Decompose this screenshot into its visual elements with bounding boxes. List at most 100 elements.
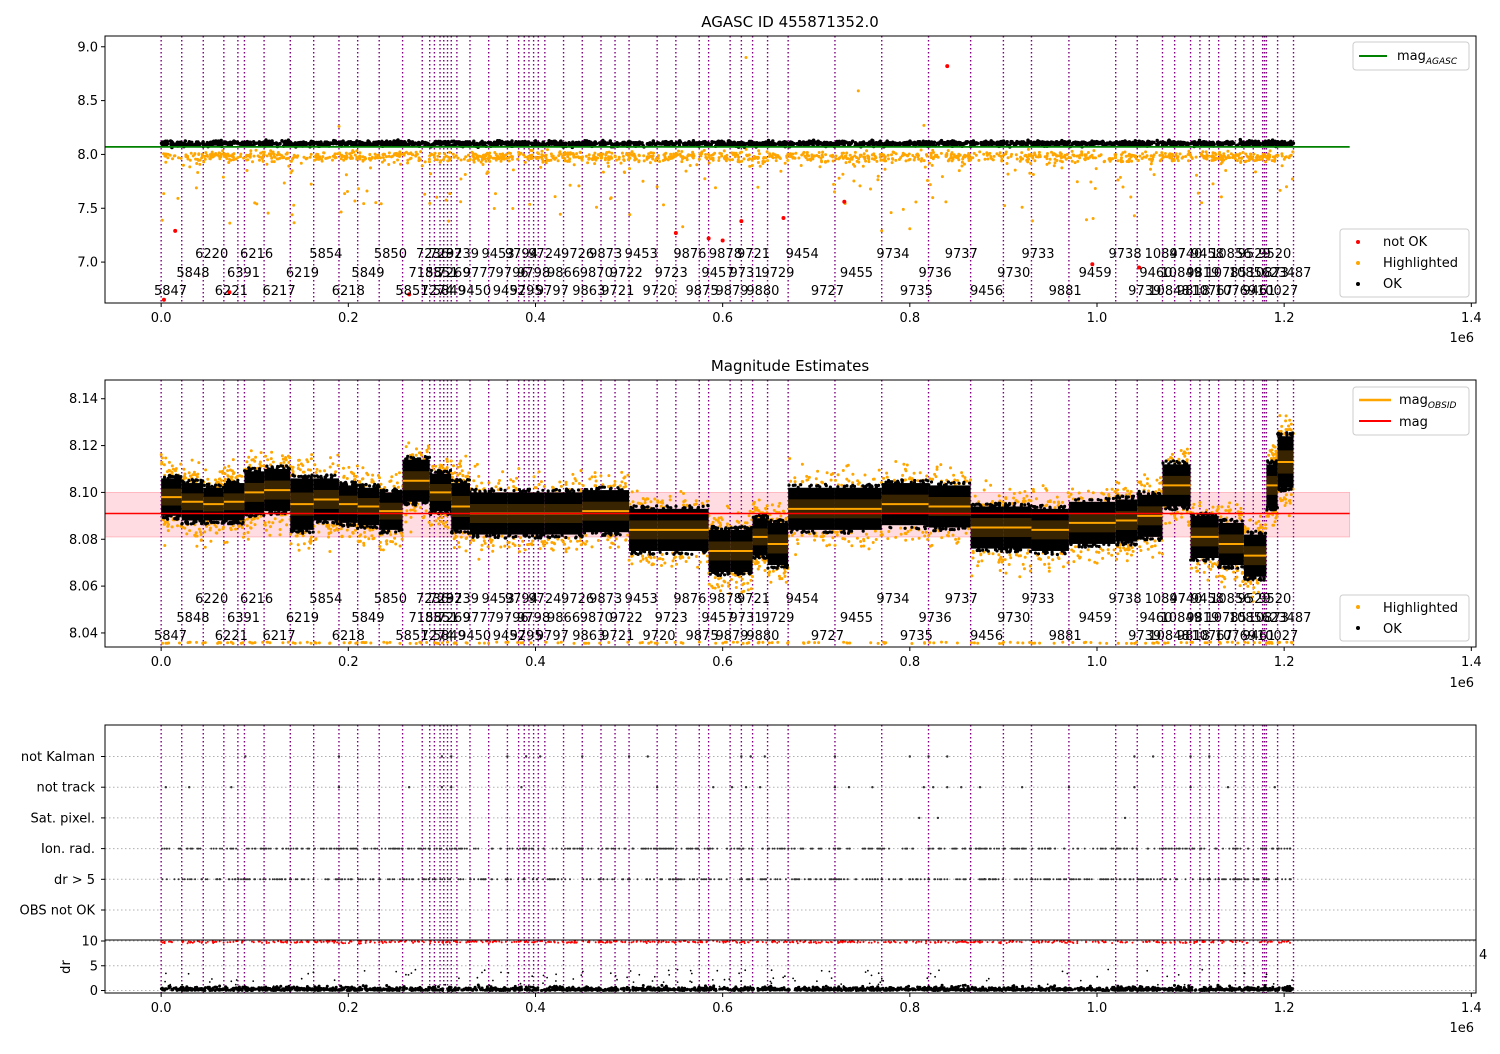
panel-agasc: AGASC ID 455871352.0 5847 5848 6220 6221 639… <box>77 13 1481 346</box>
y-tick-label: 8.10 <box>69 486 98 501</box>
obsid-label: 9798 <box>517 266 550 281</box>
flag-label: not Kalman <box>21 750 95 765</box>
obsid-label: 9878 <box>709 247 742 262</box>
obsid-label: 9797 <box>536 629 569 644</box>
obsid-label: 5851 <box>395 629 428 644</box>
flag-point <box>833 786 837 789</box>
not-ok-point <box>842 199 847 204</box>
flag-point <box>164 786 168 789</box>
obsid-label: 9722 <box>610 611 643 626</box>
flag-point <box>946 786 949 789</box>
panel-mid-x-axis: 0.0 0.2 0.4 0.6 0.8 1.0 1.2 1.4 <box>151 647 1482 670</box>
obsid-label: 6221 <box>215 284 248 299</box>
obsid-label: 6391 <box>227 611 260 626</box>
obsid-label: 9796 <box>496 266 529 281</box>
obsid-label: 9453 <box>625 247 658 262</box>
obsid-label: 23487 <box>1270 266 1311 281</box>
obsid-label: 9875 <box>686 629 719 644</box>
obsid-label: 9456 <box>970 629 1003 644</box>
obs-boundaries-top <box>160 36 1295 303</box>
obsid-label: 7237 <box>429 247 462 262</box>
flag-point <box>1020 786 1024 789</box>
y-tick-label: 9.0 <box>77 40 98 55</box>
obsid-label: 9880 <box>746 629 779 644</box>
y-tick-label: 8.12 <box>69 439 98 454</box>
obsid-label: 10848 <box>1148 284 1189 299</box>
flag-point <box>960 786 963 789</box>
obsid-label: 9794 <box>505 247 538 262</box>
not-ok-point <box>227 290 232 295</box>
obsid-label: 10873 <box>1248 266 1289 281</box>
panel-mid-x-exponent: 1e6 <box>1449 676 1474 691</box>
obsid-label: 5848 <box>176 611 209 626</box>
flag-point <box>646 755 649 758</box>
obsid-label: 9458 <box>1191 247 1224 262</box>
x-tick-label: 1.4 <box>1461 655 1482 670</box>
obsid-label: 10769 <box>1215 284 1256 299</box>
obsid-label: 9875 <box>686 284 719 299</box>
obsid-label: 9739 <box>1128 284 1161 299</box>
obsid-label: 10873 <box>1248 611 1289 626</box>
obsid-label: 9876 <box>673 592 706 607</box>
legend-mid-ok-swatch <box>1356 626 1360 630</box>
y-tick-label: 8.08 <box>69 533 98 548</box>
y-tick-label: 8.0 <box>77 148 98 163</box>
flag-point <box>407 786 411 789</box>
obsid-label: 6219 <box>286 611 319 626</box>
panel-mid-title: Magnitude Estimates <box>711 357 869 375</box>
obsid-label: 9455 <box>840 266 873 281</box>
obsid-label: 9459 <box>1079 266 1112 281</box>
panel-magnitude-estimates: Magnitude Estimates 5847 5848 6220 6221 6391… <box>69 357 1482 691</box>
obsid-label: 6217 <box>263 629 296 644</box>
obsid-label: 9720 <box>642 629 675 644</box>
obsid-label: 10849 <box>1161 266 1202 281</box>
obsid-label: 9457 <box>701 266 734 281</box>
obsid-label: 9721 <box>601 284 634 299</box>
flag-label: dr > 5 <box>54 873 95 888</box>
flag-point <box>230 786 233 789</box>
obsid-label: 9731 <box>730 611 763 626</box>
y-tick-label: 5 <box>90 959 98 974</box>
obsid-label: 10849 <box>1161 611 1202 626</box>
obsid-label: 9797 <box>536 284 569 299</box>
y-tick-label: 7.0 <box>77 256 98 271</box>
flag-point <box>1273 786 1276 789</box>
obsid-label: 7237 <box>429 592 462 607</box>
obsid-label: 5849 <box>351 611 384 626</box>
not-ok-point <box>739 219 744 224</box>
obsid-label: 9723 <box>655 611 688 626</box>
obsid-label: 5849 <box>433 284 466 299</box>
x-tick-label: 0.2 <box>338 311 359 326</box>
obsid-label: 5851 <box>395 284 428 299</box>
obs-labels-top: 5847 5848 6220 6221 6391 6216 6217 6219 5854 6218… <box>154 247 1311 299</box>
x-tick-label: 0.0 <box>151 311 172 326</box>
panel-dr-x-axis: 0.0 0.2 0.4 0.6 0.8 1.0 1.2 1.4 <box>151 993 1482 1016</box>
obsid-label: 9777 <box>463 611 496 626</box>
obsid-label: 5847 <box>154 629 187 644</box>
obsid-label: 6220 <box>195 592 228 607</box>
x-tick-label: 0.0 <box>151 1001 172 1016</box>
flag-points <box>161 755 1292 881</box>
flag-point <box>927 755 930 758</box>
panel-mid-y-axis: 8.04 8.06 8.08 8.10 8.12 8.14 <box>69 392 105 641</box>
obsid-label: 9740 <box>1169 247 1202 262</box>
flag-point <box>440 755 444 758</box>
not-ok-point <box>945 64 950 69</box>
obsid-label: 6218 <box>332 629 365 644</box>
x-tick-label: 0.6 <box>712 655 733 670</box>
obsid-label: 9729 <box>761 611 794 626</box>
dr-ok-sparse-points <box>164 968 1293 988</box>
obsid-label: 9452 <box>493 629 526 644</box>
flag-point <box>1226 786 1230 789</box>
flags-gridlines <box>105 756 1476 911</box>
obsid-label: 23487 <box>1270 611 1311 626</box>
flag-point <box>946 755 949 758</box>
obsid-label: 9739 <box>1128 629 1161 644</box>
flag-label: Sat. pixel. <box>31 811 95 826</box>
obsid-label: 9735 <box>900 284 933 299</box>
panel-mid-frame <box>104 379 1477 648</box>
obsid-label: 9735 <box>900 629 933 644</box>
obsid-label: 9457 <box>701 611 734 626</box>
flag-point <box>506 755 509 758</box>
